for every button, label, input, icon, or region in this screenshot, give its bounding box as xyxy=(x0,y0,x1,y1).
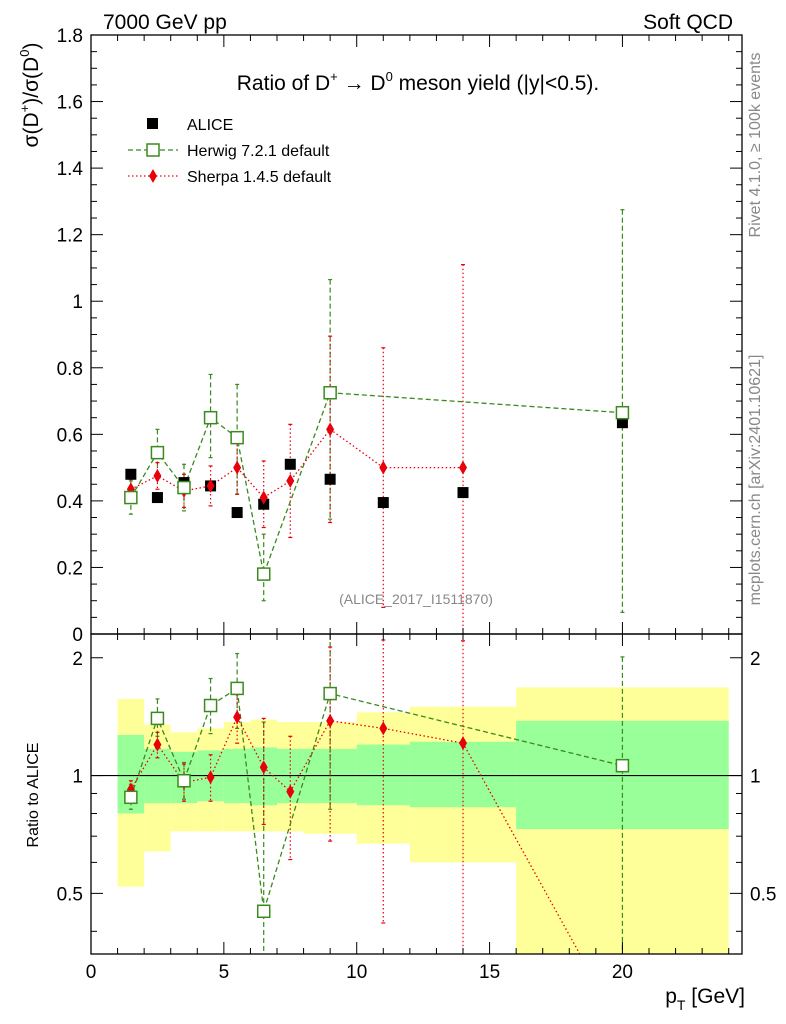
ratio-herwig-point xyxy=(177,773,191,788)
main-y-label: σ(D+)/σ(D0) xyxy=(17,43,43,148)
legend-herwig-marker xyxy=(146,143,160,157)
chart-title: Ratio of D+ → D0 meson yield (|y|<0.5). xyxy=(237,69,599,95)
uncertainty-band-inner xyxy=(356,744,410,806)
ratio-herwig-point xyxy=(256,904,271,919)
ratio-herwig-point xyxy=(230,681,244,696)
main-data-layer xyxy=(124,209,630,635)
legend-entry-herwig: Herwig 7.2.1 default xyxy=(128,143,330,160)
herwig-point xyxy=(203,410,218,425)
main-panel: 0 0.2 0.4 0.6 0.8 1 1.2 1.4 1.6 1.8 Ratio of D+ →… xyxy=(17,26,743,646)
ratio-sherpa-point xyxy=(206,770,215,785)
x-tick-label: 5 xyxy=(219,962,230,983)
analysis-watermark: (ALICE_2017_I1511870) xyxy=(339,591,493,607)
ratio-herwig-point xyxy=(150,711,165,726)
main-y-tick-label: 0.2 xyxy=(57,558,83,579)
main-y-ticks: 0 0.2 0.4 0.6 0.8 1 1.2 1.4 1.6 1.8 xyxy=(57,26,742,646)
ratio-sherpa-point xyxy=(326,713,335,728)
alice-point xyxy=(616,417,628,429)
main-y-tick-label: 1.8 xyxy=(57,26,83,47)
ratio-herwig-point xyxy=(124,790,138,805)
mcplots-label: mcplots.cern.ch [arXiv:2401.10621] xyxy=(747,355,764,606)
main-y-tick-label: 0 xyxy=(72,625,83,646)
alice-point xyxy=(125,468,137,480)
ratio-y-ticks: 0.5 0.5 1 1 2 2 xyxy=(57,649,776,932)
legend-alice-marker xyxy=(147,118,158,129)
legend-herwig-label: Herwig 7.2.1 default xyxy=(187,143,330,160)
main-y-tick-label: 0.4 xyxy=(57,492,84,513)
alice-point xyxy=(231,507,243,519)
ratio-sherpa-point xyxy=(379,721,388,736)
main-y-tick-label: 0.6 xyxy=(57,425,83,446)
legend: ALICE Herwig 7.2.1 default Sherpa 1.4.5 … xyxy=(128,117,332,186)
sherpa-point xyxy=(459,460,467,475)
ratio-data-layer xyxy=(91,634,742,954)
herwig-point xyxy=(177,480,191,495)
main-y-tick-label: 1 xyxy=(72,292,83,313)
x-tick-label: 0 xyxy=(86,962,97,983)
ratio-sherpa-point xyxy=(259,760,268,775)
ratio-y-tick-label: 2 xyxy=(72,649,83,670)
sherpa-line xyxy=(130,428,463,499)
main-y-tick-label: 1.6 xyxy=(57,93,83,114)
herwig-point xyxy=(230,430,244,445)
ratio-herwig-line xyxy=(130,687,623,912)
ratio-y-tick-label-right: 1 xyxy=(750,767,761,788)
ratio-y-tick-label: 0.5 xyxy=(57,884,83,905)
herwig-point xyxy=(323,385,337,400)
ratio-herwig-point xyxy=(203,698,218,713)
herwig-point xyxy=(256,567,271,581)
ratio-herwig-point xyxy=(615,758,630,773)
ratio-herwig-point xyxy=(323,686,337,701)
legend-sherpa-label: Sherpa 1.4.5 default xyxy=(187,169,332,186)
ratio-sherpa-point xyxy=(233,710,242,725)
herwig-point xyxy=(150,445,165,460)
ratio-frame xyxy=(90,633,743,955)
header-process: Soft QCD xyxy=(643,11,733,34)
legend-alice-label: ALICE xyxy=(187,117,233,134)
herwig-point xyxy=(615,405,630,420)
sherpa-point xyxy=(326,422,335,437)
ratio-sherpa-point xyxy=(153,737,162,752)
herwig-point xyxy=(124,490,138,505)
x-tick-label: 15 xyxy=(479,962,500,983)
legend-entry-alice: ALICE xyxy=(147,117,233,134)
legend-sherpa-marker xyxy=(149,169,157,183)
x-tick-label: 20 xyxy=(612,962,633,983)
x-axis-label: pT [GeV] xyxy=(665,985,745,1013)
alice-point xyxy=(457,487,469,499)
main-y-tick-label: 1.2 xyxy=(57,226,83,247)
main-y-tick-label: 0.8 xyxy=(57,359,83,380)
main-y-tick-label: 1.4 xyxy=(57,159,84,180)
ratio-y-tick-label-right: 0.5 xyxy=(750,884,776,905)
main-x-ticks xyxy=(90,35,730,634)
ratio-panel: 0.5 0.5 1 1 2 2 0 5 10 15 20 Ratio to ALICE pT [G… xyxy=(25,633,776,1013)
sherpa-point xyxy=(153,468,162,483)
x-tick-label: 10 xyxy=(346,962,367,983)
sherpa-point xyxy=(259,490,268,505)
ratio-y-tick-label-right: 2 xyxy=(750,649,761,670)
alice-point xyxy=(284,458,296,470)
ratio-sherpa-point xyxy=(459,736,467,751)
ratio-y-label: Ratio to ALICE xyxy=(25,743,42,848)
ratio-sherpa-point xyxy=(286,784,295,799)
sherpa-point xyxy=(379,460,388,475)
uncertainty-band-inner xyxy=(409,741,517,808)
ratio-x-ticks: 0 5 10 15 20 xyxy=(86,634,730,983)
sherpa-point xyxy=(286,473,295,488)
alice-point xyxy=(151,492,163,504)
sherpa-point xyxy=(206,478,215,493)
alice-point xyxy=(324,473,336,485)
legend-entry-sherpa: Sherpa 1.4.5 default xyxy=(128,169,332,186)
rivet-label: Rivet 4.1.0, ≥ 100k events xyxy=(747,53,764,238)
ratio-y-tick-label: 1 xyxy=(72,767,83,788)
header-energy: 7000 GeV pp xyxy=(103,11,227,34)
sherpa-point xyxy=(233,460,242,475)
alice-point xyxy=(377,497,389,509)
